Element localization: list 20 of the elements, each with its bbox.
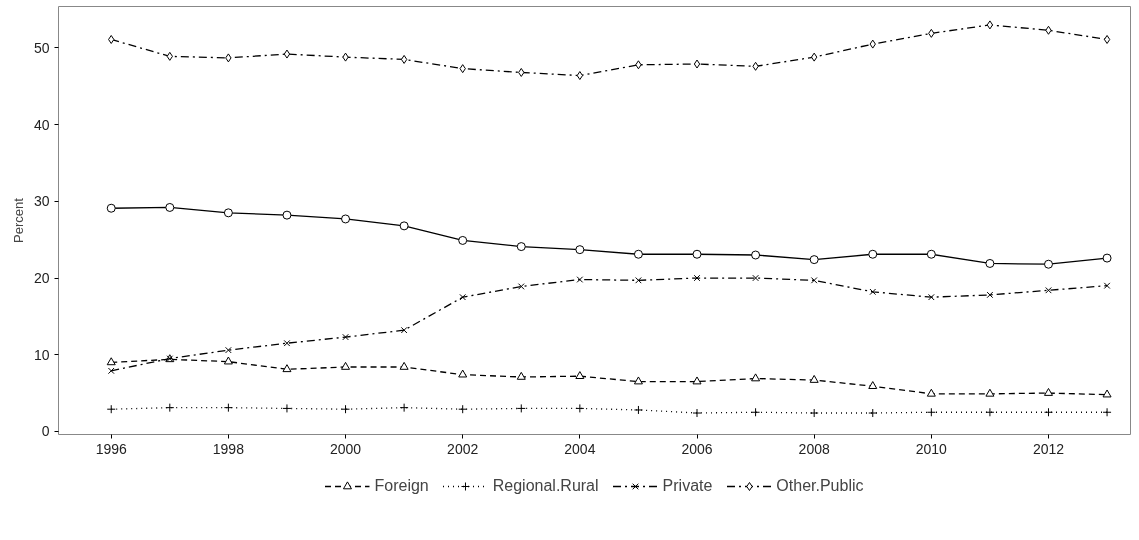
y-tick-label: 10 — [33, 346, 50, 363]
y-tick-label: 30 — [33, 193, 50, 210]
y-tick-label: 0 — [41, 423, 50, 440]
x-tick-label: 2006 — [681, 440, 713, 457]
x-tick-label: 2000 — [329, 440, 362, 457]
x-tick-label: 1996 — [95, 440, 128, 457]
legend-label: Other.Public — [776, 477, 864, 495]
x-tick-label: 2004 — [564, 440, 596, 457]
y-tick-label: 50 — [33, 39, 50, 56]
legend-label: Regional.Rural — [492, 477, 599, 495]
y-axis-title: Percent — [10, 197, 26, 243]
x-tick-label: 2008 — [798, 440, 830, 457]
x-tick-label: 2002 — [447, 440, 479, 457]
legend-label: Private — [662, 477, 713, 495]
x-tick-label: 1998 — [212, 440, 245, 457]
y-tick-label: 40 — [33, 116, 50, 133]
y-tick-label: 20 — [33, 270, 50, 287]
x-tick-label: 2012 — [1032, 440, 1065, 457]
x-tick-label: 2010 — [915, 440, 948, 457]
legend-label: Foreign — [374, 477, 429, 495]
